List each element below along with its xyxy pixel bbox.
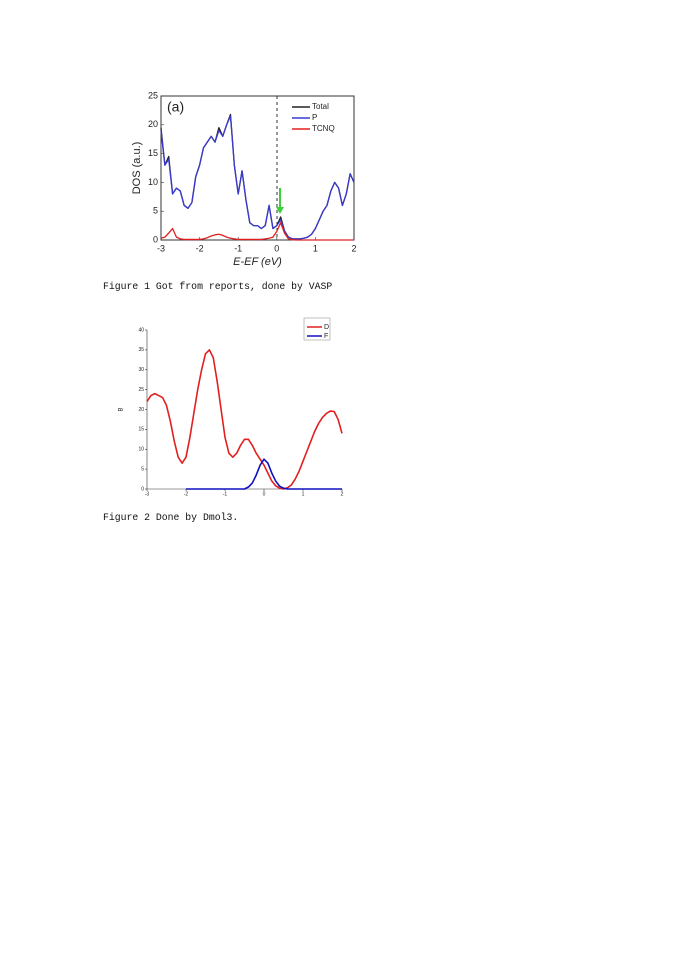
y-tick-label: 10: [148, 177, 158, 187]
y-tick-label: 10: [138, 447, 144, 453]
y-tick-label: 0: [153, 234, 158, 244]
x-tick-label: 2: [341, 491, 344, 497]
x-tick-label: 1: [313, 243, 318, 253]
series-line: [146, 349, 343, 490]
y-tick-label: 25: [138, 387, 144, 393]
y-tick-label: 5: [153, 206, 158, 216]
y-tick-label: 15: [138, 427, 144, 433]
plot-frame: [160, 95, 355, 241]
legend-label: P: [312, 113, 317, 122]
legend-label: F: [324, 333, 328, 340]
y-tick-label: 30: [138, 367, 144, 373]
x-tick-label: -3: [145, 491, 150, 497]
x-axis-label: E-EF (eV): [233, 256, 282, 268]
series-line: [160, 222, 354, 241]
y-axis-label: DOS (a.u.): [131, 142, 143, 195]
y-tick-label: 25: [148, 90, 158, 100]
x-tick-label: -1: [234, 243, 242, 253]
y-tick-label: 20: [148, 119, 158, 129]
y-tick-label: 35: [138, 347, 144, 353]
x-tick-label: 1: [302, 491, 305, 497]
series-line: [160, 115, 355, 240]
y-tick-label: 20: [138, 407, 144, 413]
y-tick-label: 40: [138, 327, 144, 333]
x-tick-label: 2: [351, 243, 356, 253]
legend-label: D: [324, 324, 329, 331]
panel-label: (a): [167, 99, 184, 115]
legend-label: Total: [312, 102, 329, 111]
x-tick-label: 0: [263, 491, 266, 497]
y-tick-label: 0: [141, 486, 144, 492]
arrow-head: [276, 207, 284, 214]
legend-box: [303, 317, 331, 341]
caption: Figure 1 Got from reports, done by VASP: [103, 281, 333, 292]
x-tick-label: 0: [274, 243, 279, 253]
y-axis-label: B: [119, 407, 125, 411]
y-tick-label: 5: [141, 466, 144, 472]
x-tick-label: -2: [196, 243, 204, 253]
legend-label: TCNQ: [312, 124, 335, 133]
series-line: [186, 458, 342, 490]
x-tick-label: -2: [184, 491, 189, 497]
x-tick-label: -1: [223, 491, 228, 497]
caption: Figure 2 Done by Dmol3.: [103, 512, 239, 523]
x-tick-label: -3: [157, 243, 165, 253]
y-tick-label: 15: [148, 148, 158, 158]
